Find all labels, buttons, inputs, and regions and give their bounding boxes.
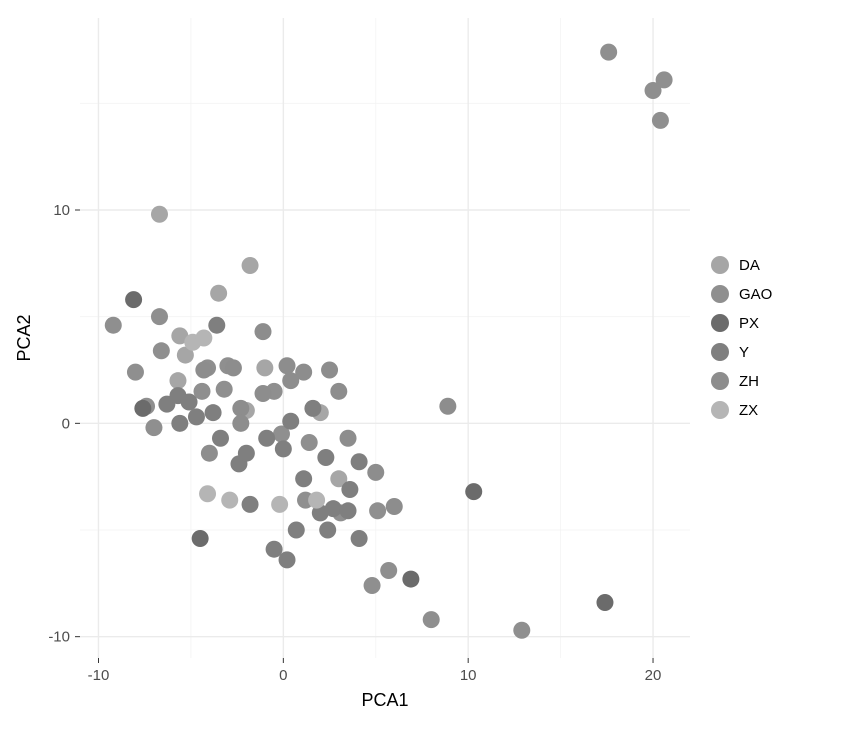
data-point	[341, 481, 358, 498]
data-point	[125, 291, 142, 308]
y-axis-title: PCA2	[14, 314, 34, 361]
data-point	[169, 372, 186, 389]
data-point	[151, 206, 168, 223]
data-point	[308, 492, 325, 509]
data-point	[351, 530, 368, 547]
data-point	[153, 342, 170, 359]
data-point	[205, 404, 222, 421]
data-point	[212, 430, 229, 447]
legend: DA GAO PX Y ZH ZX	[711, 256, 772, 419]
data-point	[232, 400, 249, 417]
x-axis-title: PCA1	[361, 690, 408, 710]
x-tick-label: 0	[279, 667, 287, 684]
data-point	[232, 415, 249, 432]
data-point	[282, 413, 299, 430]
data-point	[145, 419, 162, 436]
legend-swatch	[711, 372, 729, 390]
data-point	[256, 359, 273, 376]
data-point	[340, 430, 357, 447]
data-point	[652, 112, 669, 129]
data-point	[188, 408, 205, 425]
data-point	[369, 502, 386, 519]
data-point	[279, 357, 296, 374]
data-point	[295, 364, 312, 381]
data-point	[439, 398, 456, 415]
data-point	[258, 430, 275, 447]
data-point	[171, 415, 188, 432]
legend-swatch	[711, 314, 729, 332]
panel-bg	[80, 18, 690, 658]
data-point	[201, 445, 218, 462]
data-point	[288, 522, 305, 539]
data-point	[465, 483, 482, 500]
data-point	[317, 449, 334, 466]
data-point	[340, 502, 357, 519]
y-tick-label: 0	[62, 415, 70, 432]
data-point	[225, 359, 242, 376]
legend-label: GAO	[739, 286, 772, 303]
data-point	[221, 492, 238, 509]
x-tick-label: 10	[460, 667, 477, 684]
legend-swatch	[711, 401, 729, 419]
data-point	[301, 434, 318, 451]
data-point	[208, 317, 225, 334]
y-tick-label: -10	[48, 629, 70, 646]
data-point	[151, 308, 168, 325]
data-point	[364, 577, 381, 594]
data-point	[195, 330, 212, 347]
data-point	[192, 530, 209, 547]
data-point	[304, 400, 321, 417]
y-tick-label: 10	[53, 202, 70, 219]
data-point	[386, 498, 403, 515]
data-point	[600, 44, 617, 61]
data-point	[266, 541, 283, 558]
data-point	[238, 445, 255, 462]
data-point	[351, 453, 368, 470]
data-point	[295, 470, 312, 487]
data-point	[255, 323, 272, 340]
data-point	[513, 622, 530, 639]
data-point	[423, 611, 440, 628]
data-point	[105, 317, 122, 334]
legend-label: ZH	[739, 373, 759, 390]
data-point	[242, 496, 259, 513]
x-tick-label: 20	[645, 667, 662, 684]
data-point	[210, 285, 227, 302]
legend-label: ZX	[739, 402, 758, 419]
legend-label: Y	[739, 344, 749, 361]
data-point	[367, 464, 384, 481]
data-point	[127, 364, 144, 381]
data-point	[255, 385, 272, 402]
x-tick-label: -10	[88, 667, 110, 684]
data-point	[216, 381, 233, 398]
pca-scatter-chart: -10 0 10 20 -10 0 10 PCA1 PCA2 DA GAO PX Y ZH ZX	[0, 0, 864, 731]
data-point	[271, 496, 288, 513]
data-point	[596, 594, 613, 611]
legend-label: PX	[739, 315, 759, 332]
data-point	[330, 383, 347, 400]
data-point	[199, 485, 216, 502]
legend-label: DA	[739, 257, 760, 274]
data-point	[321, 362, 338, 379]
legend-swatch	[711, 343, 729, 361]
legend-swatch	[711, 256, 729, 274]
legend-swatch	[711, 285, 729, 303]
data-point	[645, 82, 662, 99]
data-point	[195, 362, 212, 379]
data-point	[242, 257, 259, 274]
data-point	[402, 571, 419, 588]
data-point	[380, 562, 397, 579]
data-point	[134, 400, 151, 417]
data-point	[181, 394, 198, 411]
data-point	[319, 522, 336, 539]
chart-svg: -10 0 10 20 -10 0 10 PCA1 PCA2 DA GAO PX Y ZH ZX	[0, 0, 864, 731]
data-point	[275, 440, 292, 457]
